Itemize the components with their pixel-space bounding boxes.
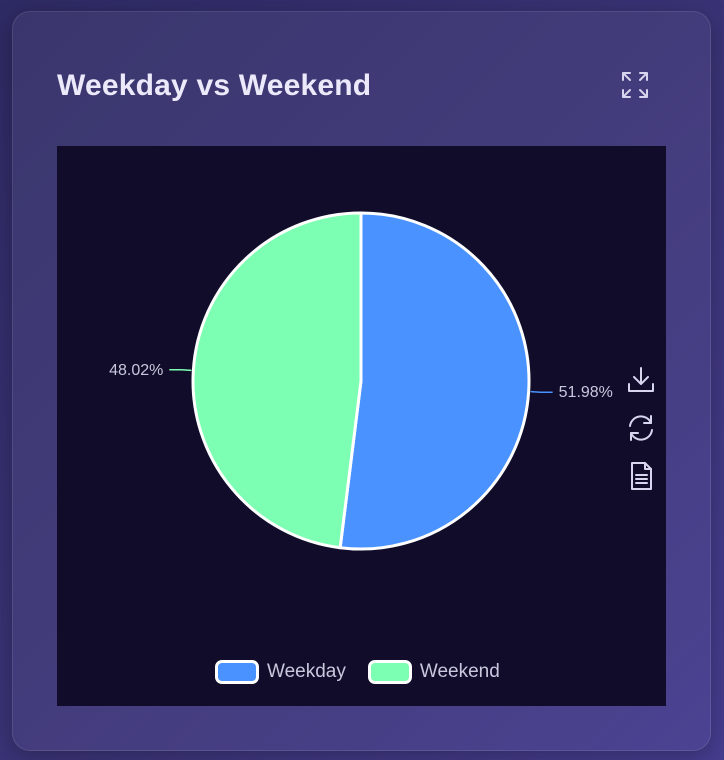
pie-chart: 51.98% 48.02% xyxy=(109,211,613,551)
label-line-weekday xyxy=(530,390,553,393)
card-title: Weekday vs Weekend xyxy=(57,69,372,102)
pie-slice-weekend[interactable] xyxy=(191,211,363,550)
legend-swatch-weekend xyxy=(367,660,412,684)
download-icon[interactable] xyxy=(625,364,657,396)
legend-item-weekend[interactable]: Weekend xyxy=(367,660,500,684)
label-line-weekend xyxy=(169,369,192,372)
slice-label-weekday: 51.98% xyxy=(559,384,613,401)
expand-icon[interactable] xyxy=(619,69,651,101)
chart-card: Weekday vs Weekend 51.98% 48.02% xyxy=(12,11,711,751)
legend-swatch-weekday xyxy=(215,660,259,684)
document-icon[interactable] xyxy=(625,460,657,492)
chart-legend: Weekday Weekend xyxy=(215,657,500,687)
chart-panel: 51.98% 48.02% xyxy=(57,146,666,706)
legend-label-weekend: Weekend xyxy=(419,661,500,682)
legend-label-weekday: Weekday xyxy=(267,661,346,682)
legend-item-weekday[interactable]: Weekday xyxy=(215,660,346,684)
refresh-icon[interactable] xyxy=(625,412,657,444)
slice-label-weekend: 48.02% xyxy=(109,362,163,379)
pie-slice-weekday[interactable] xyxy=(338,211,531,551)
